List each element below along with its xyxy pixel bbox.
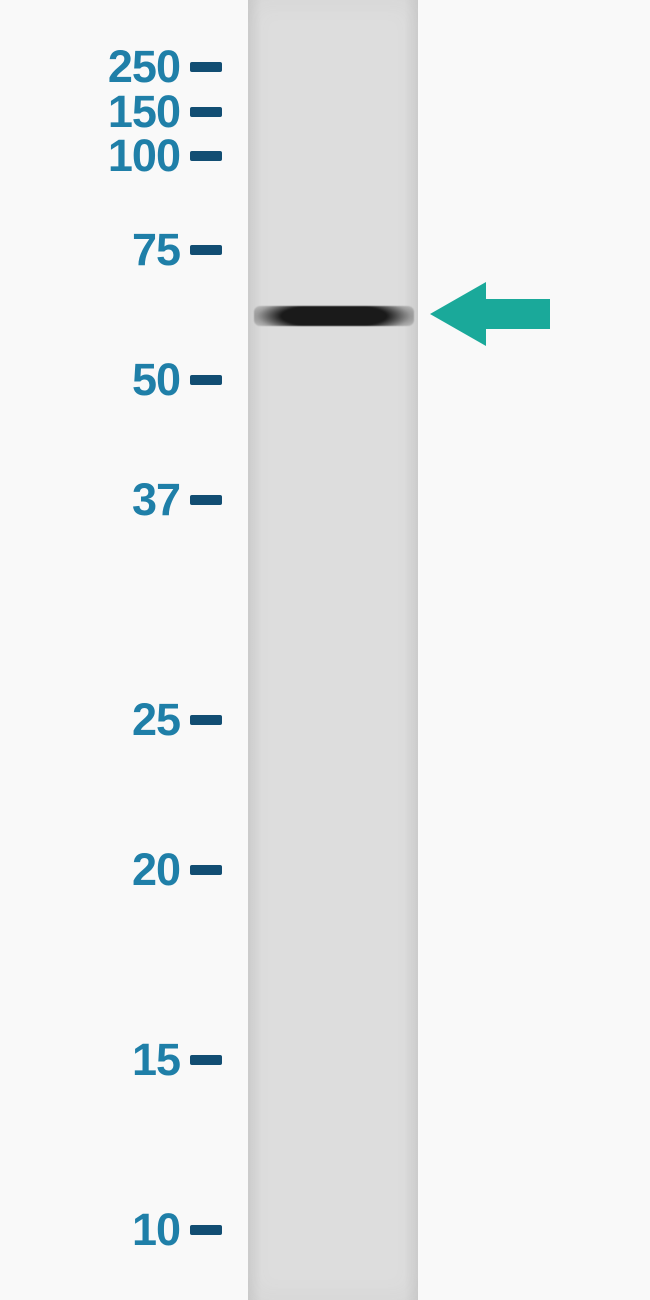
ladder-marker-label: 100 <box>108 130 180 182</box>
ladder-marker-tick <box>190 375 222 385</box>
ladder-marker-label: 75 <box>132 224 180 276</box>
ladder-marker-tick <box>190 1055 222 1065</box>
ladder-marker-tick <box>190 62 222 72</box>
ladder-marker: 150 <box>108 90 222 135</box>
ladder-marker-tick <box>190 495 222 505</box>
ladder-marker-label: 15 <box>132 1034 180 1086</box>
ladder-marker-tick <box>190 715 222 725</box>
ladder-marker: 10 <box>132 1208 222 1253</box>
ladder-marker-tick <box>190 1225 222 1235</box>
ladder-marker-label: 37 <box>132 474 180 526</box>
ladder-marker-tick <box>190 245 222 255</box>
ladder-marker-tick <box>190 865 222 875</box>
ladder-marker: 15 <box>132 1038 222 1083</box>
band-pointer-arrow <box>430 282 550 346</box>
ladder-marker-tick <box>190 151 222 161</box>
ladder-marker: 250 <box>108 45 222 90</box>
ladder-marker-label: 50 <box>132 354 180 406</box>
ladder-marker: 20 <box>132 848 222 893</box>
ladder-marker-label: 10 <box>132 1204 180 1256</box>
arrow-left-icon <box>430 282 550 346</box>
ladder-marker-label: 25 <box>132 694 180 746</box>
blot-canvas: 250150100 75 50 37 25 20 15 10 <box>0 0 650 1300</box>
ladder-marker: 50 <box>132 358 222 403</box>
ladder-marker: 100 <box>108 134 222 179</box>
ladder-marker-tick <box>190 107 222 117</box>
ladder-marker-label: 20 <box>132 844 180 896</box>
protein-band <box>254 306 414 326</box>
ladder-marker: 75 <box>132 228 222 273</box>
gel-lane <box>248 0 418 1300</box>
ladder-marker: 37 <box>132 478 222 523</box>
ladder-marker: 25 <box>132 698 222 743</box>
